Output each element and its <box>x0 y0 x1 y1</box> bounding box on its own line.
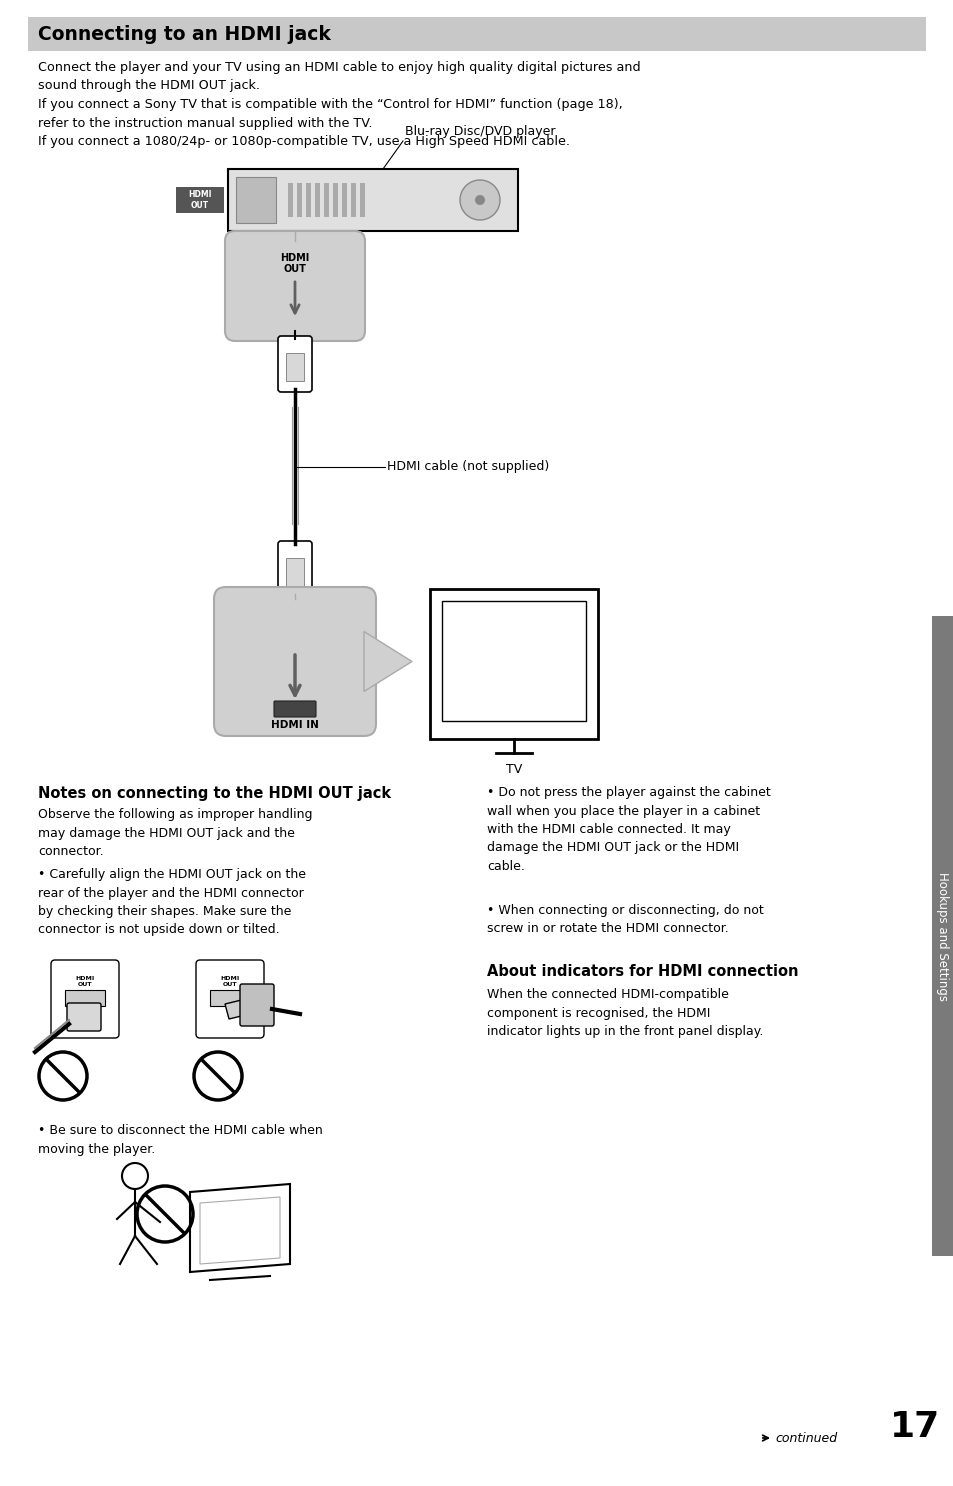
Text: Notes on connecting to the HDMI OUT jack: Notes on connecting to the HDMI OUT jack <box>38 786 391 801</box>
Bar <box>286 559 304 585</box>
Text: Hookups and Settings: Hookups and Settings <box>936 871 948 1000</box>
Text: HDMI IN: HDMI IN <box>271 721 318 730</box>
Text: When the connected HDMI-compatible
component is recognised, the HDMI
indicator l: When the connected HDMI-compatible compo… <box>486 988 762 1039</box>
FancyBboxPatch shape <box>225 230 365 340</box>
Bar <box>175 187 224 212</box>
Bar <box>359 183 365 217</box>
Bar <box>306 183 311 217</box>
FancyBboxPatch shape <box>213 587 375 736</box>
Polygon shape <box>190 1184 290 1272</box>
FancyBboxPatch shape <box>277 336 312 392</box>
Bar <box>28 16 925 51</box>
Bar <box>210 990 250 1006</box>
Polygon shape <box>364 632 412 691</box>
FancyBboxPatch shape <box>228 169 517 230</box>
Text: • Be sure to disconnect the HDMI cable when
moving the player.: • Be sure to disconnect the HDMI cable w… <box>38 1123 322 1156</box>
Text: • Do not press the player against the cabinet
wall when you place the player in : • Do not press the player against the ca… <box>486 786 770 872</box>
Polygon shape <box>225 996 262 1019</box>
Text: HDMI
OUT: HDMI OUT <box>75 976 94 987</box>
Bar <box>296 183 302 217</box>
Text: HDMI
OUT: HDMI OUT <box>220 976 239 987</box>
Bar <box>286 354 304 380</box>
Text: HDMI cable (not supplied): HDMI cable (not supplied) <box>387 461 549 473</box>
Bar <box>341 183 347 217</box>
Text: • When connecting or disconnecting, do not
screw in or rotate the HDMI connector: • When connecting or disconnecting, do n… <box>486 903 763 936</box>
Bar <box>430 588 598 739</box>
Bar <box>235 177 275 223</box>
Bar <box>288 183 293 217</box>
FancyBboxPatch shape <box>240 984 274 1025</box>
FancyBboxPatch shape <box>195 960 264 1039</box>
Text: About indicators for HDMI connection: About indicators for HDMI connection <box>486 964 798 979</box>
Text: Connecting to an HDMI jack: Connecting to an HDMI jack <box>38 24 331 43</box>
Text: Connect the player and your TV using an HDMI cable to enjoy high quality digital: Connect the player and your TV using an … <box>38 61 640 149</box>
Bar <box>931 617 953 1256</box>
Bar <box>314 183 319 217</box>
Text: Observe the following as improper handling
may damage the HDMI OUT jack and the
: Observe the following as improper handli… <box>38 808 313 857</box>
Bar <box>324 183 329 217</box>
Text: continued: continued <box>774 1431 836 1444</box>
Bar <box>441 600 585 721</box>
Bar <box>351 183 355 217</box>
FancyBboxPatch shape <box>67 1003 101 1031</box>
Bar <box>333 183 337 217</box>
FancyBboxPatch shape <box>51 960 119 1039</box>
FancyBboxPatch shape <box>277 541 312 597</box>
Bar <box>65 990 105 1006</box>
Text: Blu-ray Disc/DVD player: Blu-ray Disc/DVD player <box>405 125 555 138</box>
Polygon shape <box>200 1198 280 1265</box>
Text: TV: TV <box>505 762 521 776</box>
Circle shape <box>122 1164 148 1189</box>
Text: 17: 17 <box>889 1410 939 1444</box>
Text: HDMI
OUT: HDMI OUT <box>280 253 310 273</box>
Text: HDMI
OUT: HDMI OUT <box>188 190 212 210</box>
Circle shape <box>475 195 484 205</box>
Circle shape <box>459 180 499 220</box>
FancyBboxPatch shape <box>274 701 315 718</box>
Text: • Carefully align the HDMI OUT jack on the
rear of the player and the HDMI conne: • Carefully align the HDMI OUT jack on t… <box>38 868 306 936</box>
